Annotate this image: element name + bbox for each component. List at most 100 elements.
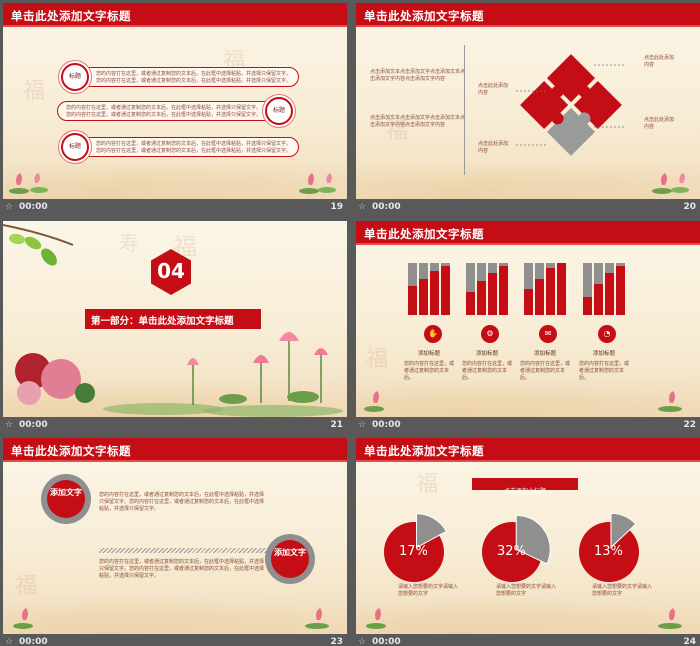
pie-value: 13% (594, 544, 623, 559)
slide-timing: 00:00 (372, 637, 401, 646)
content-row: 您的内容打在这里，或者通过复制您的文本后，在此框中选择粘贴，并选择只保留文字。您… (75, 67, 299, 87)
circle-badge: 添加文字 (271, 540, 309, 578)
lotus-decoration (305, 608, 329, 629)
slide-timing: 00:00 (19, 637, 48, 646)
callout-label: 点击此处添加内容 (644, 55, 675, 68)
group-text: 您的内容打在这里，或者通过复制您的文本后。 (462, 361, 513, 381)
bar-track (488, 263, 497, 315)
slide-caption: ☆ 00:00 20 (356, 199, 700, 217)
bar-fill (408, 286, 417, 315)
pie-caption: 请输入您想要的文字请输入您想要的文字 (592, 584, 653, 597)
watermark: 寿 (119, 231, 139, 255)
group-label: 添加标题 (418, 351, 441, 357)
puzzle-diagram (516, 54, 626, 156)
circle-text: 添加文字 (274, 548, 306, 557)
slide-timing: 00:00 (19, 420, 48, 430)
bar-track (557, 263, 566, 315)
group-icon: ◔ (598, 325, 616, 343)
peony-lotus-decoration (15, 332, 343, 417)
pie-value: 17% (399, 544, 428, 559)
slide-timing: 00:00 (19, 202, 48, 212)
slide-caption: ☆ 00:00 24 (356, 634, 700, 646)
bar-track (605, 263, 614, 315)
section-title-box: 第一部分：单击此处添加文字标题 (85, 309, 261, 329)
transition-icon: ☆ (358, 637, 367, 646)
group-label: 添加标题 (534, 351, 557, 357)
bar-fill (524, 289, 533, 315)
title-bar: 单击此处添加文字标题 (356, 3, 700, 27)
slide-thumbnail-20[interactable]: 福 单击此处添加文字标题 点击添加文本点击添加文字点击添加文本点击添加文字内容点… (356, 3, 700, 217)
bar-fill (441, 266, 450, 315)
lotus-decoration (366, 608, 386, 629)
pie-caption: 请输入您想要的文字请输入您想要的文字 (496, 584, 557, 597)
lotus-decoration (13, 608, 33, 629)
body-text: 您的内容打在这里，或者通过复制您的文本后，在此框中选择粘贴，并选择只保留文字。您… (99, 492, 265, 512)
slide-caption: ☆ 00:00 21 (3, 417, 347, 435)
slide-caption: ☆ 00:00 19 (3, 199, 347, 217)
subtitle-text: 点击添加小标题 (503, 488, 546, 495)
section-title: 第一部分：单击此处添加文字标题 (91, 316, 234, 327)
hatched-divider (99, 548, 267, 553)
lotus-decoration (652, 173, 689, 194)
bar-track (535, 263, 544, 315)
bar-fill (583, 297, 592, 315)
slide-caption: ☆ 00:00 22 (356, 417, 700, 435)
group-text: 您的内容打在这里，或者通过复制您的文本后。 (404, 361, 455, 381)
title-bar: 单击此处添加文字标题 (3, 3, 347, 27)
watermark: 福 (15, 574, 38, 599)
slide-number: 24 (683, 637, 696, 646)
content-row: 您的内容打在这里，或者通过复制您的文本后，在此框中选择粘贴，并选择只保留文字。您… (57, 101, 281, 121)
lotus-decoration (658, 608, 682, 629)
bar-fill (557, 263, 566, 315)
slide-title: 单击此处添加文字标题 (364, 444, 484, 458)
bar-track (583, 263, 592, 315)
body-text: 您的内容打在这里，或者通过复制您的文本后，在此框中选择粘贴，并选择只保留文字。您… (99, 559, 265, 579)
watermark: 福 (416, 472, 439, 497)
bar-track (594, 263, 603, 315)
bar-track (546, 263, 555, 315)
slide-canvas: 福 福 单击此处添加文字标题 您的内容打在这里，或者通过复制您的文本后，在此框中… (3, 3, 347, 199)
slide-thumbnail-19[interactable]: 福 福 单击此处添加文字标题 您的内容打在这里，或者通过复制您的文本后，在此框中… (3, 3, 347, 217)
bar-track (524, 263, 533, 315)
row-text: 您的内容打在这里，或者通过复制您的文本后，在此框中选择粘贴，并选择只保留文字。您… (96, 71, 292, 84)
callout-label: 点击此处添加内容 (644, 117, 675, 130)
slide-canvas: 福 单击此处添加文字标题 点击添加文本点击添加文字点击添加文本点击添加文字内容点… (356, 3, 700, 199)
slide-thumbnail-22[interactable]: 福 单击此处添加文字标题 ✋ ⚙ ✉ ◔ 添加标题 添加标题 添加标题 添加标题… (356, 221, 700, 435)
section-hexagon (151, 249, 191, 295)
pie-base (579, 522, 639, 582)
slide-thumbnail-23[interactable]: 福 单击此处添加文字标题 添加文字 您的内容打在这里，或者通过复制您的文本后，在… (3, 438, 347, 646)
slide-canvas: 福 单击此处添加文字标题 添加文字 您的内容打在这里，或者通过复制您的文本后，在… (3, 438, 347, 634)
lotus-decoration (658, 391, 682, 412)
bar-track (616, 263, 625, 315)
slide-title: 单击此处添加文字标题 (364, 227, 484, 241)
group-icon: ⚙ (481, 325, 499, 343)
row-badge: 标题 (61, 63, 89, 91)
slide-thumbnail-24[interactable]: 福 单击此处添加文字标题 点击添加小标题 17% 32% 13% 请输入您想要的… (356, 438, 700, 646)
left-text: 点击添加文本点击添加文字点击添加文本点击添加文字内容点击添加文字内容 (370, 115, 466, 128)
bar-track (419, 263, 428, 315)
watermark: 福 (23, 79, 46, 104)
slide-number: 20 (683, 202, 696, 212)
title-bar: 单击此处添加文字标题 (356, 221, 700, 245)
pie-slice (515, 514, 551, 565)
pie-caption: 请输入您想要的文字请输入您想要的文字 (398, 584, 459, 597)
bar-track (477, 263, 486, 315)
circle-badge: 添加文字 (47, 480, 85, 518)
bar-fill (546, 268, 555, 315)
lotus-decoration (299, 173, 336, 194)
pie-value: 32% (497, 544, 526, 559)
row-badge: 标题 (61, 133, 89, 161)
transition-icon: ☆ (5, 637, 14, 646)
group-label: 添加标题 (476, 351, 499, 357)
lotus-decoration (364, 391, 384, 412)
group-icon: ✉ (539, 325, 557, 343)
bar-track (408, 263, 417, 315)
watermark: 福 (366, 347, 389, 372)
group-text: 您的内容打在这里，或者通过复制您的文本后。 (520, 361, 571, 381)
bar-track (499, 263, 508, 315)
slide-caption: ☆ 00:00 23 (3, 634, 347, 646)
slide-thumbnail-21[interactable]: 福 寿 04 第一部分：单击此处添加文字标题 ☆ 00:00 (3, 221, 347, 435)
left-text: 点击添加文本点击添加文字点击添加文本点击添加文字内容点击添加文字内容 (370, 69, 466, 82)
slide-title: 单击此处添加文字标题 (364, 9, 484, 23)
subtitle-banner: 点击添加小标题 (472, 478, 578, 495)
